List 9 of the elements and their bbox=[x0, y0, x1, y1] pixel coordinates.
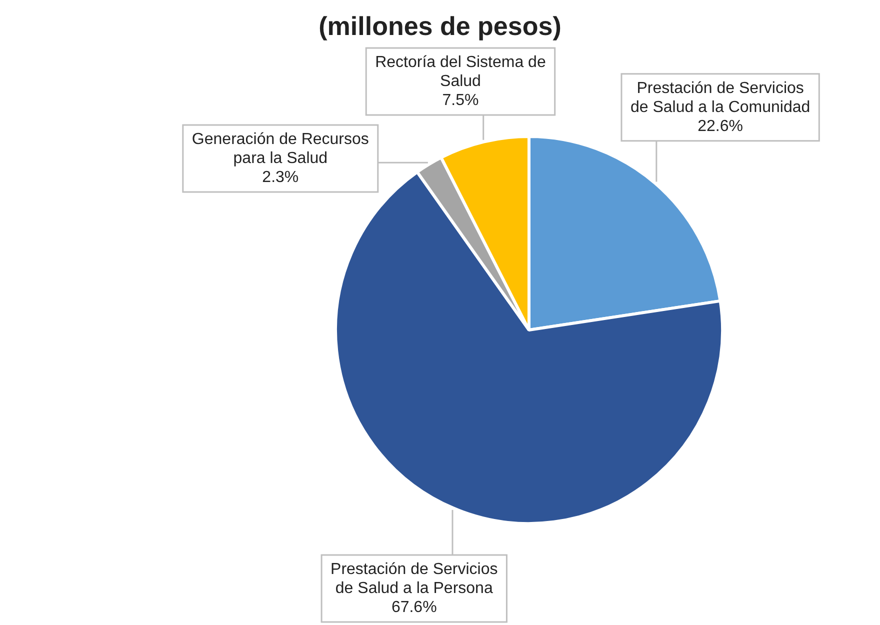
data-label: 7.5% bbox=[442, 92, 479, 109]
slice-label: Generación de Recursos para la Salud bbox=[192, 130, 369, 167]
chart-title: (millones de pesos) bbox=[318, 10, 562, 43]
data-label: 67.6% bbox=[391, 598, 437, 616]
data-label: 2.3% bbox=[262, 168, 299, 186]
data-label: 22.6% bbox=[698, 118, 743, 135]
slice-label: Rectoría del Sistema de Salud bbox=[375, 54, 546, 90]
slice-label: Prestación de Servicios de Salud a la Comunidad bbox=[630, 80, 810, 116]
slice-label: Prestación de Servicios de Salud a la Persona bbox=[330, 560, 498, 597]
